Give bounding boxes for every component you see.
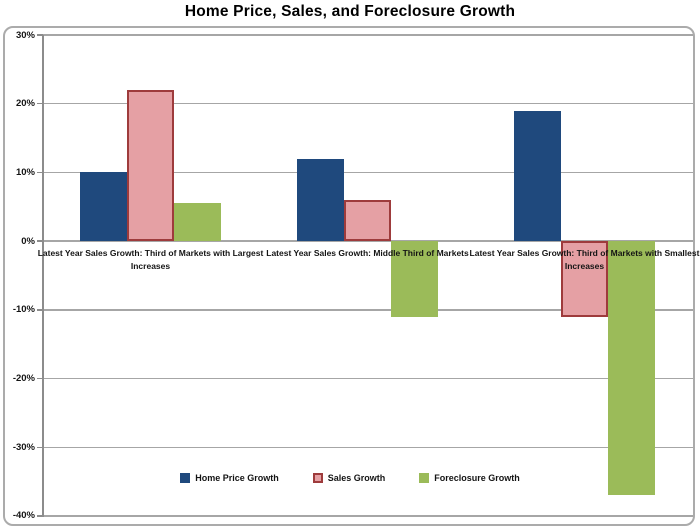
y-axis-tick: [37, 377, 43, 380]
sales-growth-bar-2: [344, 199, 391, 242]
category-label-3: Latest Year Sales Growth: Third of Marke…: [469, 248, 700, 271]
y-axis-tick: [37, 103, 43, 105]
chart-title: Home Price, Sales, and Foreclosure Growt…: [184, 3, 516, 20]
y-axis-tick: [37, 309, 43, 311]
legend-label-home-price-growth: Home Price Growth: [195, 473, 279, 483]
gridline--40: [42, 515, 693, 517]
y-axis-line: [42, 35, 44, 517]
home-price-growth-bar-3: [514, 110, 561, 242]
y-axis-tick: [37, 240, 43, 242]
chart-border-box: [3, 26, 695, 526]
home-price-growth-bar-1: [80, 172, 127, 242]
legend-item-home-price-growth: Home Price Growth: [180, 473, 279, 483]
legend-item-sales-growth: Sales Growth: [312, 473, 386, 483]
y-axis-tick: [37, 171, 43, 174]
legend-swatch-sales-growth: [312, 473, 323, 483]
y-axis-label--20: -20%: [12, 373, 35, 385]
legend-label-sales-growth: Sales Growth: [327, 473, 386, 483]
legend-swatch-foreclosure-growth: [419, 473, 430, 483]
category-label-1: Latest Year Sales Growth: Third of Marke…: [37, 248, 264, 271]
gridline-10: [42, 171, 693, 174]
legend-item-foreclosure-growth: Foreclosure Growth: [419, 473, 520, 483]
gridline-0: [42, 240, 693, 242]
y-axis-label-0: 0%: [21, 235, 35, 247]
legend-label-foreclosure-growth: Foreclosure Growth: [434, 473, 520, 483]
gridline--30: [42, 446, 693, 448]
sales-growth-bar-3: [561, 241, 608, 317]
y-axis-label--10: -10%: [12, 304, 35, 316]
foreclosure-growth-bar-1: [174, 203, 221, 242]
y-axis-label-20: 20%: [15, 98, 35, 110]
y-axis-label-30: 30%: [15, 29, 35, 41]
legend-swatch-home-price-growth: [180, 473, 191, 483]
y-axis-tick: [37, 446, 43, 448]
gridline--10: [42, 309, 693, 311]
legend: Home Price Growth Sales Growth Foreclosure…: [0, 470, 700, 486]
gridline-20: [42, 103, 693, 105]
category-label-2: Latest Year Sales Growth: Middle Third o…: [266, 248, 469, 259]
y-axis-label-10: 10%: [15, 166, 35, 178]
foreclosure-growth-bar-2: [391, 241, 438, 317]
y-axis-label--30: -30%: [12, 441, 35, 453]
y-axis-label--40: -40%: [12, 510, 35, 522]
sales-growth-bar-1: [127, 89, 174, 242]
y-axis-tick: [37, 515, 43, 517]
gridline-30: [42, 34, 693, 36]
home-price-growth-bar-2: [297, 158, 344, 242]
gridline--20: [42, 377, 693, 380]
y-axis-tick: [37, 34, 43, 36]
foreclosure-growth-bar-3: [608, 241, 655, 496]
